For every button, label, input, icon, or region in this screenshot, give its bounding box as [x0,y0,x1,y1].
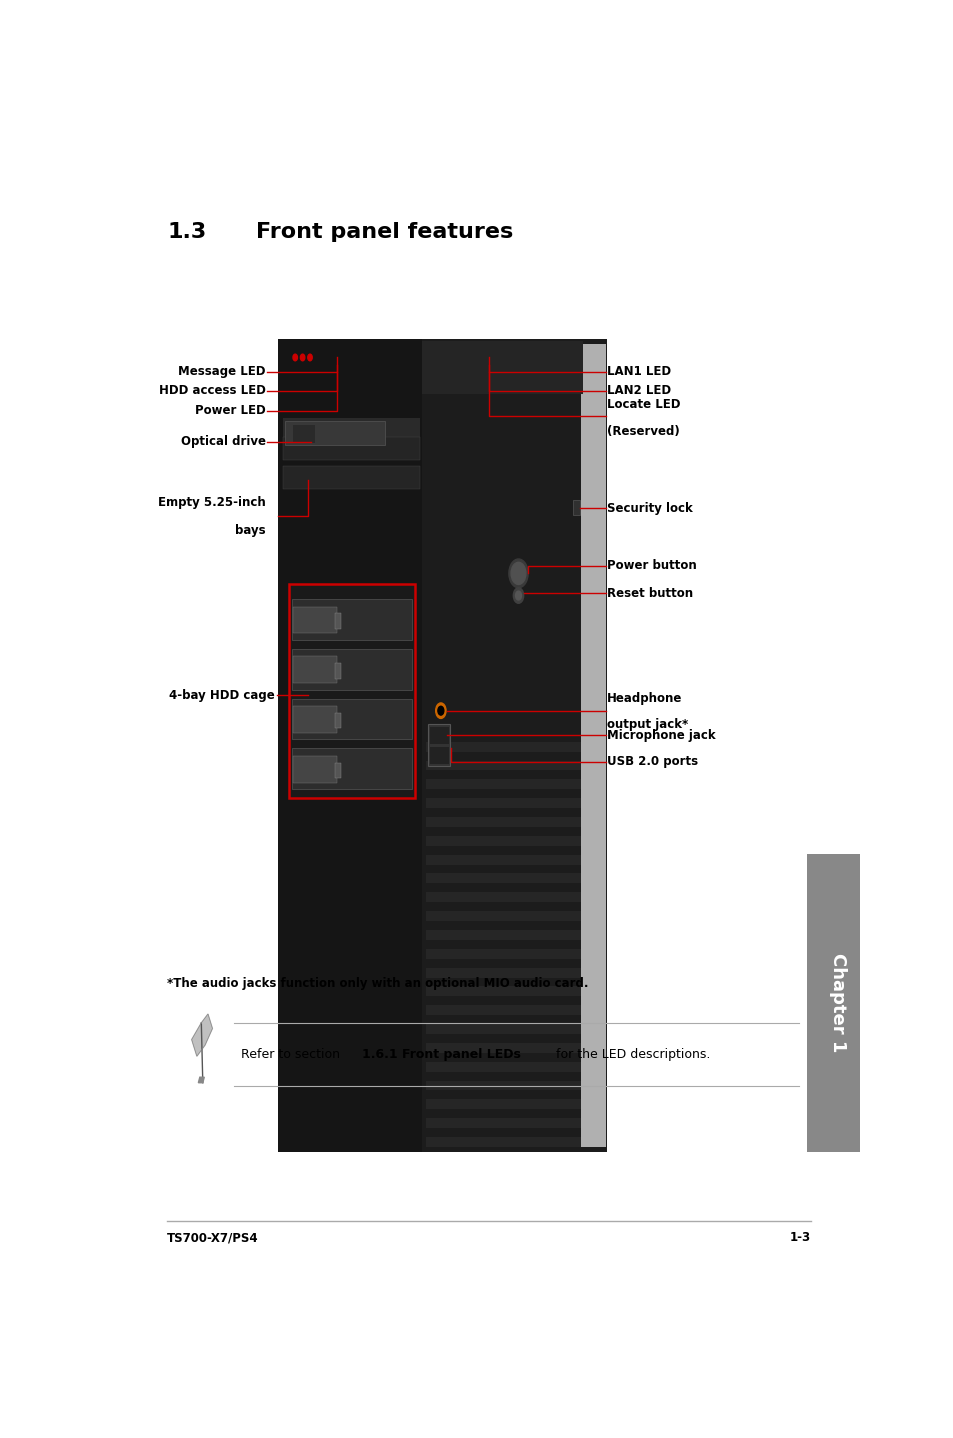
Text: for the LED descriptions.: for the LED descriptions. [551,1048,709,1061]
Circle shape [508,559,528,588]
Bar [426,835,580,846]
Bar [278,338,422,1152]
Bar [426,968,580,978]
Text: HDD access LED: HDD access LED [158,384,265,397]
Text: 4-bay HDD cage: 4-bay HDD cage [169,689,274,702]
Bar [335,762,341,778]
Text: LAN2 LED: LAN2 LED [606,384,671,397]
Text: Empty 5.25-inch: Empty 5.25-inch [158,496,265,509]
Bar [426,1024,580,1034]
Bar [806,854,860,1152]
Bar [293,756,337,782]
Bar [426,817,580,827]
Bar [426,761,580,771]
Bar [292,598,412,640]
Bar [426,949,580,959]
Bar [292,699,412,739]
Bar [426,779,580,789]
Text: 1.6.1 Front panel LEDs: 1.6.1 Front panel LEDs [361,1048,520,1061]
Text: Refer to section: Refer to section [241,1048,344,1061]
Text: Chapter 1: Chapter 1 [828,953,846,1053]
Bar [293,656,337,683]
Text: *The audio jacks function only with an optional MIO audio card.: *The audio jacks function only with an o… [167,976,588,989]
Polygon shape [198,1077,204,1083]
Text: Microphone jack: Microphone jack [606,729,715,742]
Bar [426,1005,580,1015]
Bar [580,344,605,1148]
Bar [289,584,415,798]
Bar [426,912,580,922]
Circle shape [513,588,523,604]
Bar [292,649,412,690]
Bar [426,873,580,883]
Circle shape [293,354,297,361]
Bar [429,748,449,764]
Bar [293,426,314,443]
Text: Headphone: Headphone [606,692,682,705]
Bar [292,748,412,789]
Bar [426,1080,580,1090]
Text: Optical drive: Optical drive [180,436,265,449]
Bar [278,341,582,394]
Bar [426,986,580,997]
Text: USB 2.0 ports: USB 2.0 ports [606,755,698,768]
Bar [285,420,384,444]
Polygon shape [192,1014,213,1055]
Bar [293,706,337,733]
Bar [283,437,419,460]
Bar [335,713,341,729]
Bar [426,1061,580,1071]
Bar [426,742,580,752]
Bar [426,798,580,808]
Bar [426,1099,580,1109]
Text: LAN1 LED: LAN1 LED [606,365,671,378]
Circle shape [308,354,312,361]
Bar [335,663,341,679]
Bar [278,338,607,1152]
Circle shape [437,706,443,715]
Bar [426,1043,580,1053]
Text: TS700-X7/PS4: TS700-X7/PS4 [167,1231,258,1244]
Text: Front panel features: Front panel features [255,223,513,243]
Text: Power LED: Power LED [194,404,265,417]
Bar [283,466,419,489]
Text: Reset button: Reset button [606,587,693,600]
Bar [293,607,337,633]
Text: Power button: Power button [606,559,697,572]
Bar [426,930,580,940]
Text: Locate LED: Locate LED [606,398,680,411]
Circle shape [300,354,305,361]
Bar [283,418,419,447]
Text: output jack*: output jack* [606,719,688,732]
Circle shape [515,591,521,600]
Circle shape [436,703,446,719]
Bar [426,892,580,902]
Bar [426,1119,580,1129]
Bar [429,728,449,743]
Text: bays: bays [234,523,265,536]
Bar [426,1137,580,1148]
Bar [335,613,341,628]
Bar [426,854,580,864]
Text: 1.3: 1.3 [167,223,207,243]
Bar [573,500,579,515]
Text: 1-3: 1-3 [788,1231,810,1244]
Text: Message LED: Message LED [178,365,265,378]
Text: Security lock: Security lock [606,502,692,515]
Bar [428,723,450,766]
Circle shape [511,562,525,584]
Text: (Reserved): (Reserved) [606,426,679,439]
